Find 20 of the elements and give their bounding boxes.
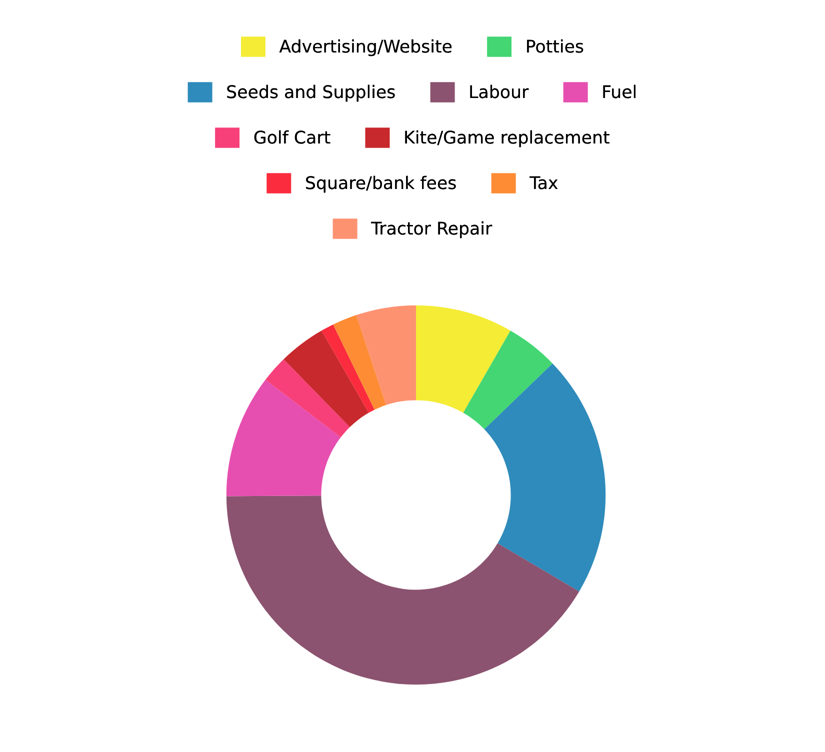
- legend-label: Tax: [530, 176, 558, 190]
- donut-slice: [265, 359, 350, 438]
- legend-label: Square/bank fees: [306, 176, 456, 193]
- donut-slice: [333, 315, 386, 410]
- legend-label: Fuel: [603, 84, 636, 98]
- donut-slice: [226, 496, 580, 685]
- donut-slice: [463, 330, 553, 430]
- legend-label: Kite/Game replacement: [405, 130, 610, 148]
- legend-label: Seeds and Supplies: [227, 84, 395, 102]
- donut-slice: [284, 330, 369, 428]
- donut-slice: [356, 305, 416, 406]
- donut-slice: [322, 324, 375, 413]
- legend-label: Advertising/Website: [279, 39, 452, 56]
- legend-label: Golf Cart: [254, 130, 330, 144]
- legend-label: Potties: [527, 39, 584, 53]
- donut-slice: [484, 363, 606, 592]
- legend-label: Tractor Repair: [371, 221, 492, 238]
- legend-label: Labour: [470, 84, 529, 98]
- donut-slice: [226, 380, 341, 496]
- donut-slice: [416, 305, 510, 413]
